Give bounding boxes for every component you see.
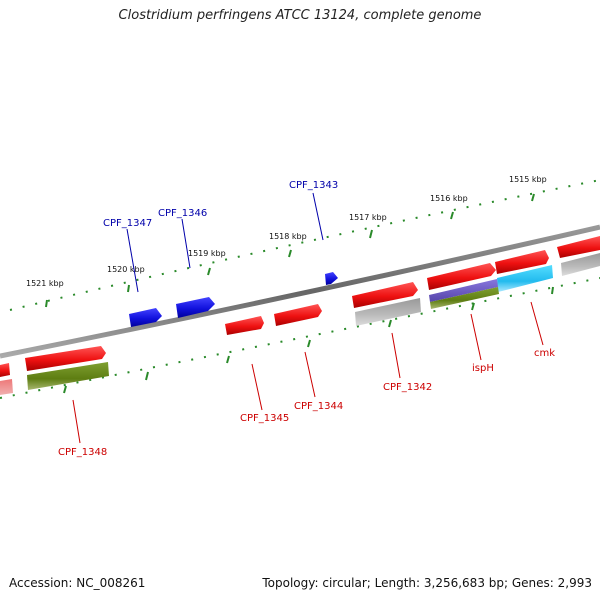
tick-label: 1518 kbp	[269, 232, 307, 241]
forward-genes	[0, 236, 600, 377]
gene-cpf-1343[interactable]	[325, 272, 338, 285]
genome-backbone	[0, 224, 600, 359]
map-title: Clostridium perfringens ATCC 13124, comp…	[118, 8, 482, 23]
major-ticks-inner	[63, 286, 554, 394]
gene-label-cpf-1347: CPF_1347	[103, 218, 152, 229]
tick-label: 1517 kbp	[349, 213, 387, 222]
gene-label-cpf-1348: CPF_1348	[58, 447, 107, 458]
gene-cpf-1342[interactable]	[352, 282, 418, 308]
genome-summary-text: Topology: circular; Length: 3,256,683 bp…	[262, 576, 592, 590]
gene-label-cpf-1346: CPF_1346	[158, 208, 207, 219]
gene-cpf-1346[interactable]	[176, 297, 215, 318]
gene-cpf-1345[interactable]	[225, 316, 264, 335]
gene-label-isph: ispH	[472, 363, 494, 374]
gene-partial-left[interactable]	[0, 363, 10, 377]
tick-label: 1519 kbp	[188, 249, 226, 258]
gene-cpf-1348[interactable]	[25, 346, 106, 371]
gene-isph[interactable]	[427, 263, 496, 290]
gene-label-cmk: cmk	[534, 348, 555, 359]
major-ticks-outer	[45, 193, 535, 308]
leader-lines	[72, 192, 544, 444]
gene-label-cpf-1343: CPF_1343	[289, 180, 338, 191]
tick-label: 1520 kbp	[107, 265, 145, 274]
tick-label: 1515 kbp	[509, 175, 547, 184]
gene-label-cpf-1342: CPF_1342	[383, 382, 432, 393]
gene-label-cpf-1345: CPF_1345	[240, 413, 289, 424]
tick-label: 1516 kbp	[430, 194, 468, 203]
tick-label: 1521 kbp	[26, 279, 64, 288]
accession-text: Accession: NC_008261	[9, 576, 146, 590]
gene-partial-right[interactable]	[557, 236, 600, 258]
reverse-genes	[129, 272, 338, 327]
cog-bars	[0, 253, 600, 395]
tick-arc-outer	[9, 179, 600, 311]
gene-cmk[interactable]	[495, 250, 549, 274]
gene-label-cpf-1344: CPF_1344	[294, 401, 343, 412]
gene-cpf-1344[interactable]	[274, 304, 322, 326]
gene-cpf-1347[interactable]	[129, 308, 162, 327]
